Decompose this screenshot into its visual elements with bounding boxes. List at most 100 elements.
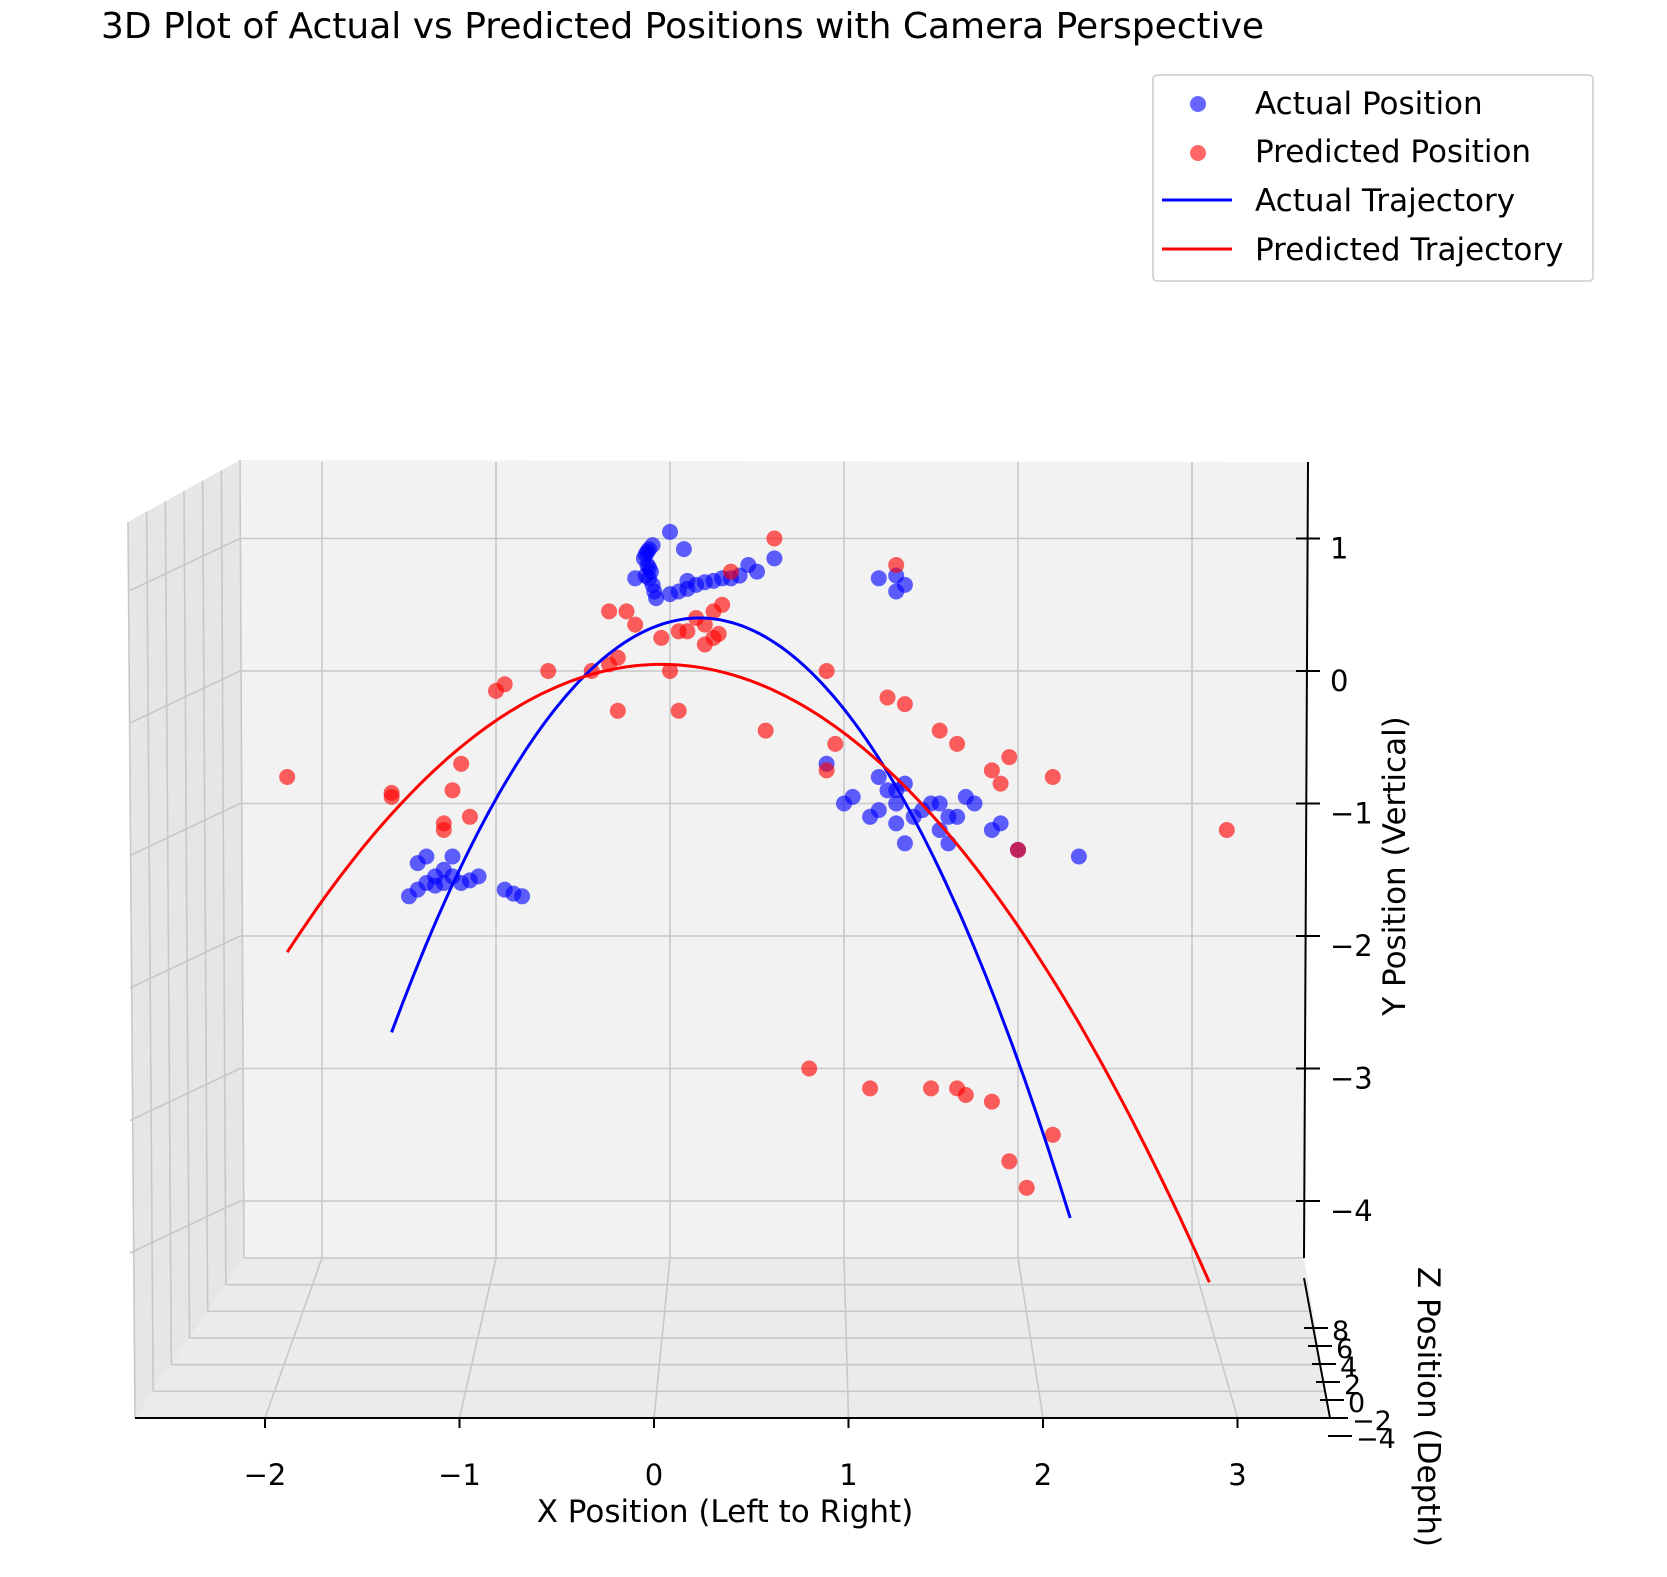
predicted-position-point: [931, 722, 948, 739]
predicted-position-point: [670, 702, 687, 719]
actual-position-point: [992, 815, 1009, 832]
actual-position-point: [888, 795, 905, 812]
predicted-position-point: [818, 762, 835, 779]
actual-position-point: [888, 583, 905, 600]
z-axis-line: [1303, 1277, 1331, 1419]
legend-marker-predicted-position: [1190, 145, 1206, 161]
actual-position-point: [888, 815, 905, 832]
z-tick-label: −2: [1352, 1406, 1392, 1437]
predicted-position-point: [757, 722, 774, 739]
data-layer: [279, 523, 1235, 1283]
predicted-trajectory-line: [285, 662, 1211, 1283]
predicted-position-point: [618, 603, 635, 620]
predicted-position-point: [444, 782, 461, 799]
predicted-position-point: [1018, 1179, 1035, 1196]
actual-position-point: [940, 835, 957, 852]
grid-line-depth: [220, 470, 227, 1285]
z-axis-label: Z Position (Depth): [1410, 1267, 1446, 1547]
predicted-position-point: [766, 530, 783, 547]
actual-position-point: [1070, 848, 1087, 865]
actual-position-point: [740, 557, 757, 573]
grid-line-depth: [145, 511, 154, 1392]
y-axis-label: Y Position (Vertical): [1377, 716, 1413, 1017]
actual-position-point: [427, 868, 444, 885]
x-tick-label: 2: [1034, 1458, 1052, 1492]
legend-marker-actual-position: [1190, 96, 1206, 112]
grid-line-depth: [164, 501, 173, 1365]
predicted-position-point: [627, 616, 644, 633]
predicted-position-point: [722, 563, 739, 580]
chart-title: 3D Plot of Actual vs Predicted Positions…: [101, 6, 1264, 47]
actual-position-point: [931, 822, 948, 838]
x-tick-label: −1: [438, 1458, 481, 1492]
predicted-position-point: [679, 623, 696, 640]
predicted-position-point: [696, 616, 713, 633]
plot-panes: [128, 460, 1330, 1418]
actual-position-point: [870, 570, 887, 587]
predicted-position-point: [461, 808, 478, 825]
predicted-position-point: [983, 762, 1000, 779]
actual-position-point: [949, 808, 966, 825]
actual-trajectory-line: [390, 616, 1072, 1219]
y-tick-label: −4: [1330, 1194, 1373, 1228]
predicted-position-point: [1044, 769, 1061, 785]
actual-position-point: [896, 775, 913, 792]
x-axis-label: X Position (Left to Right): [537, 1494, 914, 1530]
y-tick-label: 0: [1330, 664, 1348, 698]
y-tick-label: 1: [1330, 532, 1348, 566]
predicted-position-point: [710, 625, 727, 642]
y-tick-label: −2: [1330, 929, 1373, 963]
predicted-position-point: [601, 603, 618, 620]
legend-label-actual-position: Actual Position: [1255, 86, 1483, 122]
z-tick-label: −4: [1356, 1424, 1396, 1455]
predicted-position-point: [714, 596, 731, 613]
predicted-position-point: [862, 1080, 879, 1097]
legend: Actual Position Predicted Position Actua…: [1152, 74, 1594, 282]
actual-position-point: [679, 572, 696, 589]
legend-label-predicted-trajectory: Predicted Trajectory: [1255, 232, 1563, 268]
predicted-position-point: [653, 629, 670, 646]
x-tick-label: 3: [1228, 1458, 1246, 1492]
actual-position-point: [966, 795, 983, 812]
grid-line-depth: [183, 490, 191, 1339]
predicted-position-point: [888, 557, 905, 573]
actual-position-point: [627, 570, 644, 587]
predicted-position-point: [818, 663, 835, 679]
actual-position-point: [896, 835, 913, 852]
predicted-position-point: [1010, 841, 1026, 858]
actual-position-point: [662, 523, 678, 540]
predicted-position-point: [383, 784, 400, 801]
predicted-position-point: [801, 1060, 818, 1077]
predicted-position-point: [1044, 1126, 1061, 1143]
predicted-position-point: [1001, 749, 1018, 766]
predicted-position-point: [453, 755, 470, 772]
axis-lines: [135, 461, 1331, 1419]
predicted-position-point: [1218, 822, 1235, 838]
z-tick-label: 0: [1348, 1388, 1365, 1419]
back-pane: [240, 460, 1308, 1258]
legend-label-actual-trajectory: Actual Trajectory: [1255, 183, 1515, 219]
y-tick-label: −3: [1330, 1062, 1373, 1096]
y-axis-line: [1303, 461, 1309, 1259]
y-tick-label: −1: [1330, 797, 1373, 831]
x-tick-label: 0: [645, 1458, 663, 1492]
legend-label-predicted-position: Predicted Position: [1255, 134, 1531, 170]
predicted-position-point: [609, 702, 626, 719]
grid-line-depth: [201, 480, 209, 1312]
grid-line-depth: [127, 521, 136, 1419]
z-tick-label: 2: [1344, 1370, 1361, 1401]
actual-position-point: [675, 541, 692, 558]
actual-position-point: [766, 550, 783, 567]
grid-line-side: [129, 1067, 241, 1122]
actual-position-point: [870, 802, 887, 819]
actual-position-point: [418, 848, 435, 865]
x-tick-label: −2: [244, 1458, 287, 1492]
predicted-position-point: [279, 769, 296, 785]
actual-position-point: [870, 769, 887, 785]
z-tick-label: 8: [1332, 1316, 1349, 1347]
predicted-position-point: [992, 775, 1009, 792]
grid-line-depth: [239, 459, 245, 1259]
predicted-position-point: [923, 1080, 939, 1097]
